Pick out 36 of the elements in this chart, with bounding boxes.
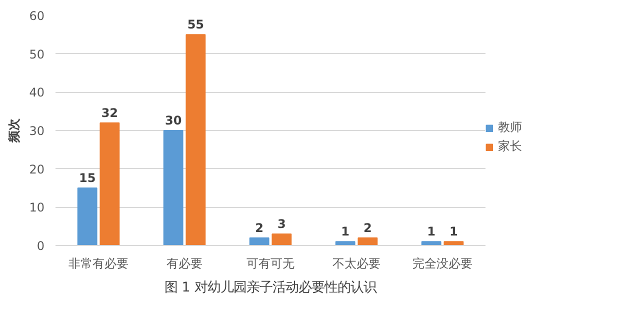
y-tick-label: 40 [29, 86, 45, 100]
x-tick-label: 不太必要 [332, 256, 380, 270]
data-label: 32 [101, 106, 118, 120]
bar [186, 34, 206, 246]
y-tick-label: 20 [29, 162, 45, 176]
bar [100, 122, 120, 246]
data-label: 1 [427, 224, 436, 239]
x-tick-label: 非常有必要 [68, 256, 128, 270]
y-tick-label: 0 [36, 239, 45, 253]
data-label: 30 [164, 114, 182, 128]
y-tick-label: 50 [29, 47, 45, 62]
data-label: 2 [364, 220, 372, 235]
y-tick-label: 60 [29, 9, 45, 23]
bar [77, 188, 98, 246]
y-axis-title: 频次 [7, 118, 22, 144]
bar [163, 130, 184, 246]
bar [444, 241, 464, 246]
data-label: 55 [187, 18, 204, 32]
caption: 图 1 对幼儿园亲子活动必要性的认识 [164, 280, 376, 296]
bar [249, 237, 270, 246]
x-tick-label: 完全没必要 [412, 256, 472, 270]
legend-label: 家长 [498, 138, 522, 155]
data-label: 1 [450, 224, 458, 239]
x-tick-label: 有必要 [166, 256, 202, 270]
bar [335, 241, 356, 246]
legend-label: 教师 [498, 119, 522, 136]
bar [421, 241, 442, 246]
data-label: 1 [341, 224, 350, 239]
data-label: 3 [278, 217, 286, 231]
y-tick-label: 30 [29, 124, 45, 138]
bar [272, 234, 292, 246]
data-label: 15 [78, 171, 96, 185]
bar [358, 237, 378, 246]
x-tick-label: 可有可无 [246, 256, 294, 270]
y-tick-label: 10 [29, 200, 45, 215]
data-label: 2 [255, 220, 264, 235]
